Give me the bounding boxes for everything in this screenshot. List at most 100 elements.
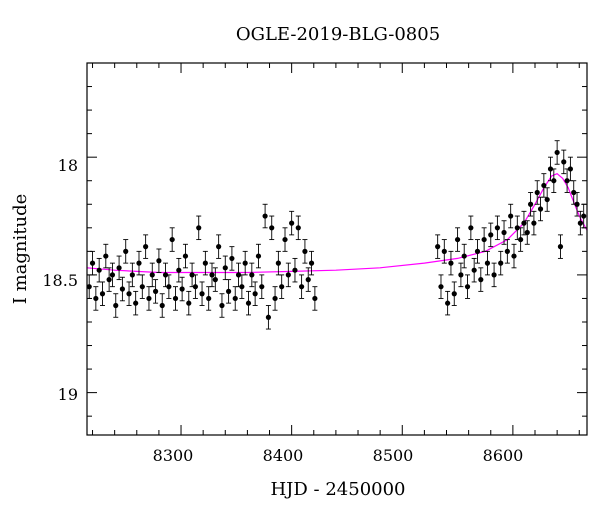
data-point: [196, 215, 202, 241]
data-point: [126, 281, 132, 306]
data-point: [192, 274, 199, 299]
data-point: [438, 274, 444, 299]
data-point: [305, 267, 311, 292]
data-point: [119, 276, 125, 302]
data-point: [544, 187, 550, 212]
data-point: [265, 305, 272, 330]
data-point: [99, 281, 106, 306]
data-point: [312, 286, 318, 311]
data-point: [269, 215, 275, 241]
data-point: [448, 250, 454, 276]
data-point: [232, 286, 238, 311]
data-point: [93, 286, 99, 311]
data-point: [524, 220, 530, 245]
data-point: [445, 290, 451, 316]
y-axis-label: I magnitude: [10, 194, 31, 305]
data-point: [103, 243, 109, 269]
data-point: [567, 156, 574, 182]
data-point: [255, 243, 262, 269]
data-point: [245, 290, 252, 316]
data-point: [471, 257, 477, 283]
data-point: [531, 210, 537, 236]
data-point: [302, 239, 308, 264]
y-tick-label-18-5: 18.5: [42, 271, 78, 290]
data-point: [468, 215, 474, 241]
data-point: [96, 257, 102, 283]
data-point: [547, 156, 554, 182]
data-point: [554, 140, 560, 165]
data-point: [494, 215, 500, 241]
data-point: [561, 149, 567, 175]
data-point: [295, 215, 301, 241]
data-point: [123, 239, 129, 264]
data-point: [225, 279, 232, 304]
data-point: [222, 255, 228, 281]
data-point: [571, 180, 577, 205]
data-point: [577, 210, 583, 236]
data-point: [454, 227, 461, 252]
data-point: [209, 262, 215, 288]
data-point: [574, 192, 580, 217]
data-point: [458, 262, 464, 288]
data-point: [235, 262, 242, 288]
data-point: [136, 250, 142, 276]
data-point: [216, 234, 222, 259]
data-point: [179, 276, 185, 302]
data-point: [113, 293, 119, 318]
data-point: [279, 274, 285, 299]
data-point: [169, 227, 175, 252]
data-point: [484, 250, 491, 276]
data-point: [474, 239, 481, 264]
data-point: [435, 234, 441, 259]
x-tick-label-8400: 8400: [263, 446, 304, 465]
data-point: [252, 281, 258, 306]
data-point: [239, 274, 245, 299]
data-point: [451, 281, 457, 306]
data-point: [206, 286, 212, 311]
data-point: [172, 286, 179, 311]
data-point: [511, 243, 517, 269]
axis-ticks: [87, 63, 587, 435]
data-point: [156, 248, 162, 273]
data-point: [285, 262, 291, 288]
data-point: [289, 210, 295, 236]
data-point: [464, 274, 471, 299]
data-point: [292, 257, 298, 283]
data-point: [199, 281, 205, 306]
x-tick-label-8600: 8600: [483, 446, 524, 465]
data-point: [116, 255, 122, 281]
data-point: [159, 293, 165, 318]
data-point: [537, 196, 544, 222]
data-point: [143, 234, 149, 259]
data-point: [146, 286, 152, 311]
data-point: [308, 250, 315, 276]
data-point: [166, 274, 172, 299]
data-point: [461, 243, 467, 269]
data-point: [514, 215, 520, 241]
data-point: [139, 274, 145, 299]
x-axis-label: HJD - 2450000: [270, 479, 405, 500]
data-point: [262, 203, 268, 229]
data-point: [212, 267, 218, 292]
data-point: [521, 210, 527, 236]
data-point: [272, 286, 278, 311]
x-tick-label-8500: 8500: [373, 446, 414, 465]
y-tick-label-19: 19: [58, 385, 78, 404]
data-point: [282, 227, 288, 252]
data-point: [551, 168, 557, 193]
data-point: [299, 274, 305, 299]
data-point: [129, 262, 135, 288]
plot-area: [87, 140, 587, 330]
data-point: [106, 267, 112, 292]
data-point: [89, 250, 96, 276]
data-point: [498, 250, 504, 276]
data-point: [501, 220, 507, 245]
data-point: [249, 262, 255, 288]
data-point: [202, 250, 208, 276]
plot-frame: [86, 62, 588, 436]
data-point: [162, 262, 169, 288]
data-point: [229, 246, 235, 271]
data-point: [488, 222, 494, 248]
data-point: [186, 290, 192, 316]
